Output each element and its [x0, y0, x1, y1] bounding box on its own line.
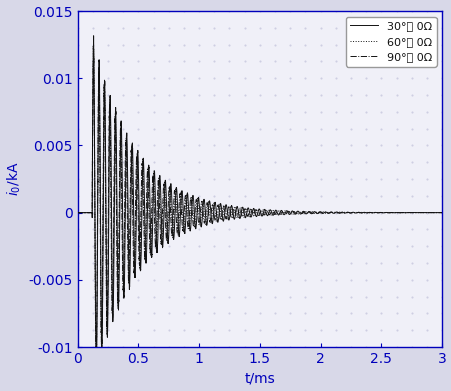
30°、 0Ω	[159, 243, 165, 248]
Y-axis label: $i_0$/kA: $i_0$/kA	[5, 162, 23, 196]
30°、 0Ω	[91, 34, 96, 38]
Line: 60°、 0Ω: 60°、 0Ω	[78, 45, 441, 369]
60°、 0Ω	[163, 218, 169, 223]
Line: 30°、 0Ω: 30°、 0Ω	[78, 36, 441, 379]
30°、 0Ω	[75, 210, 80, 215]
30°、 0Ω	[438, 210, 444, 215]
30°、 0Ω	[238, 212, 243, 217]
90°、 0Ω	[91, 46, 96, 51]
30°、 0Ω	[212, 200, 217, 205]
30°、 0Ω	[161, 199, 167, 203]
30°、 0Ω	[93, 377, 99, 382]
90°、 0Ω	[75, 210, 80, 215]
Legend: 30°、 0Ω, 60°、 0Ω, 90°、 0Ω: 30°、 0Ω, 60°、 0Ω, 90°、 0Ω	[345, 16, 436, 66]
60°、 0Ω	[91, 43, 96, 48]
60°、 0Ω	[75, 210, 80, 215]
90°、 0Ω	[163, 234, 169, 239]
Line: 90°、 0Ω: 90°、 0Ω	[78, 48, 441, 366]
60°、 0Ω	[93, 367, 99, 372]
90°、 0Ω	[436, 210, 441, 215]
90°、 0Ω	[161, 187, 167, 191]
60°、 0Ω	[438, 210, 444, 215]
60°、 0Ω	[436, 210, 441, 215]
60°、 0Ω	[238, 205, 243, 210]
90°、 0Ω	[212, 218, 217, 223]
60°、 0Ω	[212, 210, 217, 214]
90°、 0Ω	[93, 364, 99, 369]
90°、 0Ω	[238, 211, 243, 215]
90°、 0Ω	[159, 214, 165, 219]
X-axis label: t/ms: t/ms	[244, 371, 275, 386]
30°、 0Ω	[163, 191, 169, 196]
30°、 0Ω	[436, 210, 441, 215]
60°、 0Ω	[159, 237, 165, 242]
60°、 0Ω	[161, 182, 167, 187]
90°、 0Ω	[438, 210, 444, 215]
